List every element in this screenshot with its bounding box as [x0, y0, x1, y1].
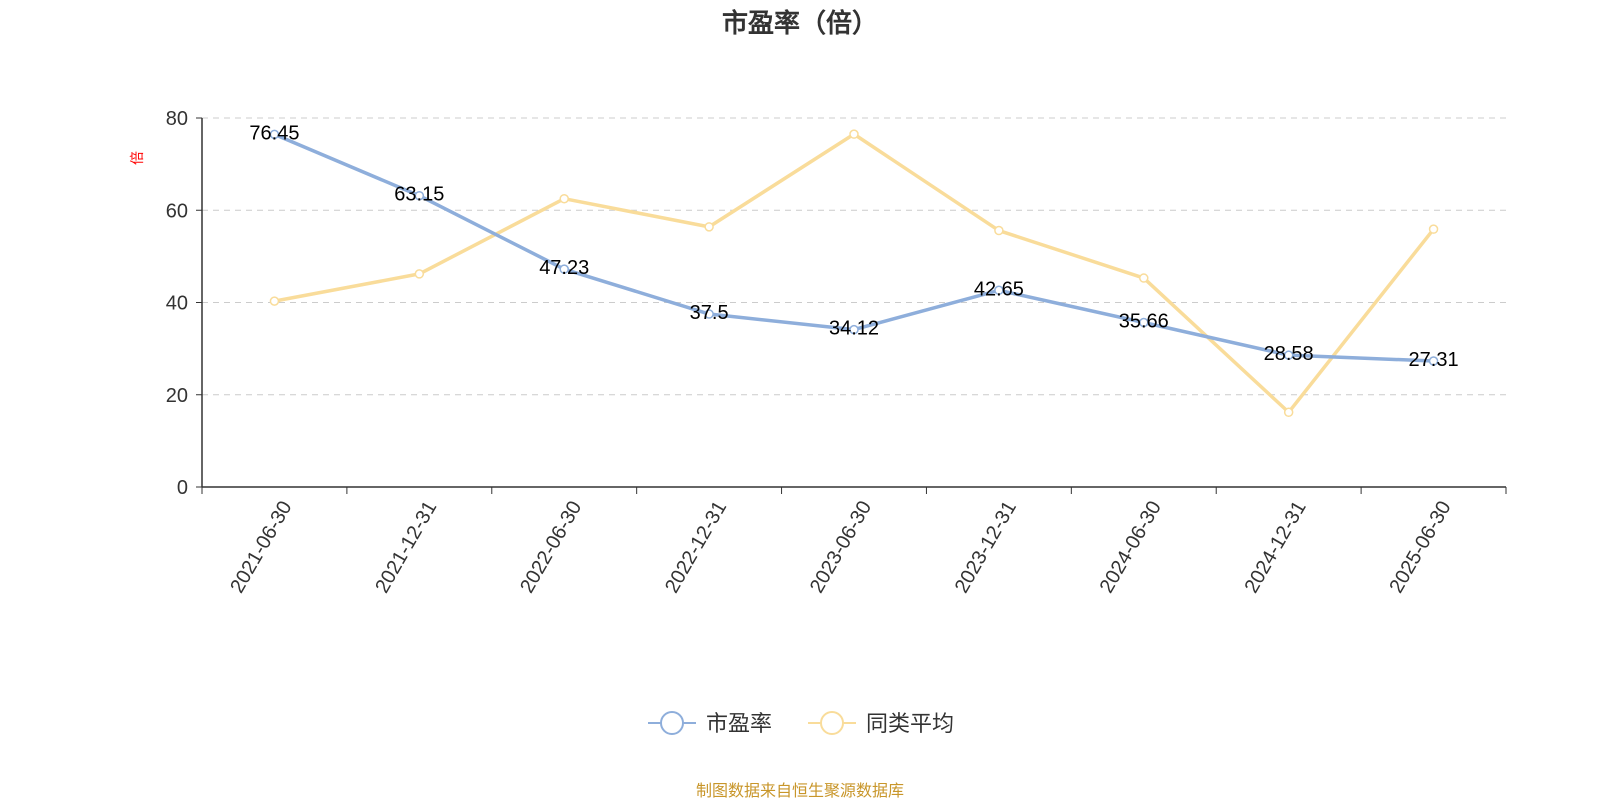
data-point[interactable]	[704, 222, 714, 232]
data-point[interactable]	[1139, 317, 1149, 328]
data-label: 28.58	[1264, 343, 1314, 365]
x-tick-label: 2023-12-31	[951, 497, 1021, 597]
data-point[interactable]	[414, 269, 425, 279]
data-point[interactable]	[1428, 356, 1439, 366]
data-point[interactable]	[704, 309, 714, 319]
data-label: 37.5	[690, 302, 729, 324]
y-axis-ticks: 0 20 40 60 80	[166, 108, 202, 499]
legend-label: 市盈率	[706, 711, 772, 736]
series-layer	[269, 129, 1439, 418]
legend-marker	[660, 711, 684, 735]
x-tick-label: 2023-06-30	[806, 497, 876, 597]
data-label: 27.31	[1409, 349, 1459, 371]
data-point[interactable]	[414, 190, 425, 201]
data-label: 42.65	[974, 278, 1024, 300]
chart-title: 市盈率（倍）	[722, 8, 878, 38]
x-tick-label: 2024-12-31	[1241, 497, 1311, 597]
x-tick-label: 2021-12-31	[371, 497, 441, 597]
y-tick-label: 20	[166, 385, 188, 407]
x-tick-label: 2025-06-30	[1385, 497, 1455, 597]
data-point[interactable]	[1139, 273, 1149, 283]
source-note: 制图数据来自恒生聚源数据库	[696, 782, 904, 800]
x-tick-label: 2022-06-30	[516, 497, 586, 597]
x-tick-label: 2024-06-30	[1096, 497, 1166, 597]
y-tick-label: 80	[166, 108, 188, 130]
grid-lines	[202, 117, 1506, 396]
legend[interactable]: 市盈率 同类平均	[648, 711, 954, 736]
y-axis-unit-label: 倍	[129, 151, 145, 165]
legend-item-peer-avg[interactable]: 同类平均	[808, 711, 954, 736]
data-point[interactable]	[849, 324, 859, 335]
data-point[interactable]	[849, 129, 859, 139]
data-point[interactable]	[269, 129, 280, 140]
x-axis-ticks: 2021-06-30 2021-12-31 2022-06-30 2022-12-31…	[201, 487, 1507, 597]
legend-marker	[820, 711, 844, 735]
data-point[interactable]	[559, 193, 569, 204]
data-point[interactable]	[1283, 407, 1294, 418]
data-labels: 76.45 63.15 47.23 37.5 34.12 42.65 35.66 28.58 2…	[249, 122, 1458, 371]
data-point[interactable]	[1428, 224, 1439, 234]
y-tick-label: 60	[166, 200, 188, 222]
data-point[interactable]	[994, 285, 1004, 296]
data-point[interactable]	[1283, 350, 1294, 360]
legend-item-pe[interactable]: 市盈率	[648, 711, 772, 736]
data-point[interactable]	[994, 225, 1004, 236]
x-tick-label: 2022-12-31	[661, 497, 731, 597]
data-label: 63.15	[394, 184, 444, 206]
y-tick-label: 40	[166, 293, 188, 315]
legend-label: 同类平均	[866, 711, 954, 736]
x-tick-label: 2021-06-30	[226, 497, 296, 597]
data-label: 34.12	[829, 318, 879, 340]
y-tick-label: 0	[177, 477, 188, 499]
data-label: 76.45	[249, 122, 299, 144]
data-label: 47.23	[539, 257, 589, 279]
data-point[interactable]	[269, 296, 280, 306]
series-line-peer-avg	[274, 132, 1435, 415]
data-point[interactable]	[559, 264, 569, 274]
data-label: 35.66	[1119, 311, 1169, 333]
